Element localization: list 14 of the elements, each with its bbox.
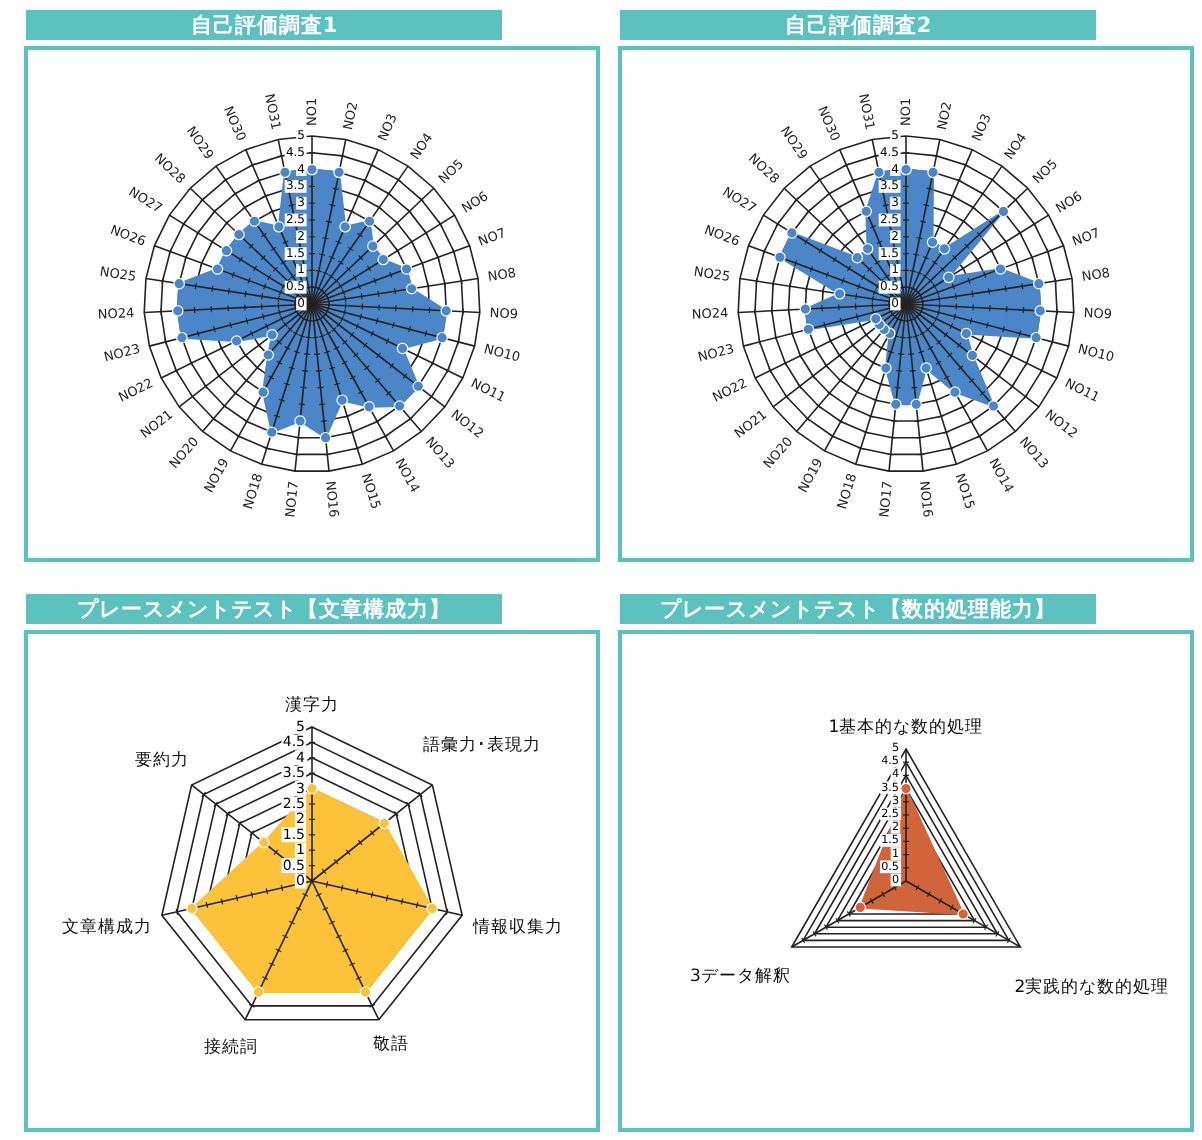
spoke-label: 漢字力 bbox=[285, 694, 339, 716]
spoke-label: 3データ解釈 bbox=[690, 964, 791, 987]
chart-title: プレースメントテスト【数的処理能力】 bbox=[660, 596, 1056, 622]
spoke-label: 情報収集力 bbox=[471, 916, 563, 939]
chart-title: 自己評価調査1 bbox=[190, 12, 338, 38]
chart-title: 自己評価調査2 bbox=[784, 12, 932, 38]
spoke-label: 語彙力･表現力 bbox=[422, 733, 541, 756]
spoke-label: 要約力 bbox=[134, 749, 189, 772]
spoke-label: 1基本的な数的処理 bbox=[828, 716, 984, 738]
spoke-label: 敬語 bbox=[372, 1032, 409, 1055]
spoke-label: 2実践的な数的処理 bbox=[1014, 976, 1170, 999]
spoke-label: 文章構成力 bbox=[61, 915, 152, 938]
chart-title: プレースメントテスト【文章構成力】 bbox=[77, 596, 451, 622]
spoke-label: 接続詞 bbox=[204, 1036, 259, 1059]
